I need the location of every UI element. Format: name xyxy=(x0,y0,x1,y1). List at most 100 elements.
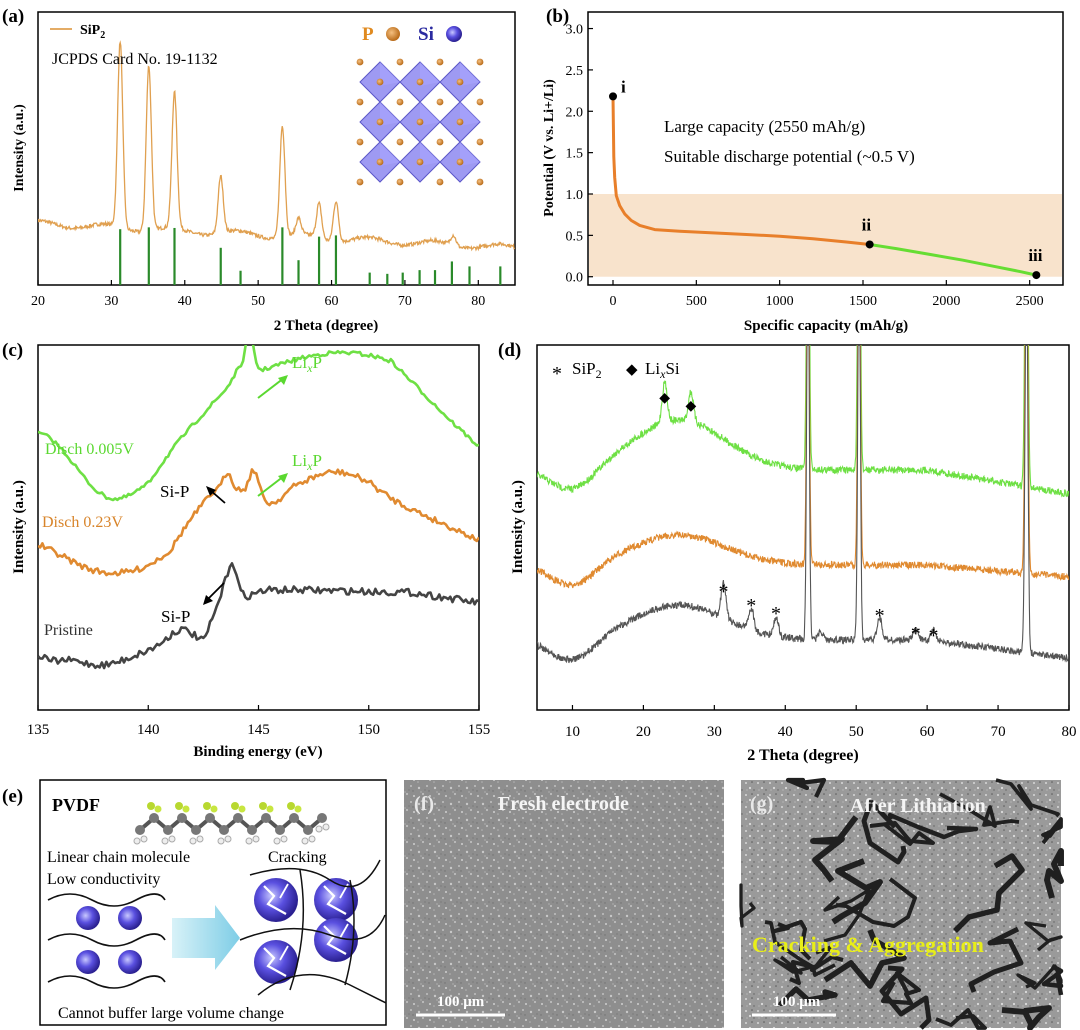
crack-line xyxy=(1024,921,1063,952)
crystal-structure-illustration: P Si xyxy=(356,24,484,186)
crack-line xyxy=(778,986,838,1007)
cracking-label: Cracking xyxy=(268,849,327,866)
crack-line xyxy=(764,920,836,977)
panel-a-x-tick-label: 60 xyxy=(325,294,339,309)
panel-a-x-tick-label: 70 xyxy=(398,294,412,309)
panel-b-y-tick-label: 2.0 xyxy=(566,105,584,120)
phosphorus-atom-icon xyxy=(416,118,424,126)
crack-line xyxy=(831,858,883,925)
active-particle-icon xyxy=(118,906,142,930)
crack-line xyxy=(1044,848,1064,899)
carbon-atom-icon xyxy=(261,813,271,823)
phosphorus-atom-icon xyxy=(436,138,444,146)
lixp-arrowhead-mid xyxy=(278,473,288,483)
binder-chain-line xyxy=(249,859,381,888)
panel-c-x-tick-label: 145 xyxy=(247,722,270,738)
panel-c-x-tick-label: 155 xyxy=(468,722,491,738)
panel-b-x-tick-label: 1000 xyxy=(766,294,794,309)
crack-line xyxy=(339,923,349,939)
octahedron-facet xyxy=(380,62,400,86)
scale-label-g: 100 μm xyxy=(773,994,821,1010)
legend-si-label: Si xyxy=(418,24,434,45)
jcpds-card-label: JCPDS Card No. 19-1132 xyxy=(52,51,218,68)
crack-line xyxy=(279,883,289,899)
binder-chain-line xyxy=(289,869,305,991)
fluorine-atom-icon xyxy=(154,805,162,813)
carbon-atom-icon xyxy=(191,825,201,835)
transition-arrow-icon xyxy=(172,905,240,970)
hydrogen-atom-icon xyxy=(196,835,204,843)
sip2-peak-star-icon: * xyxy=(771,603,781,625)
sip2-pattern-line xyxy=(38,40,515,252)
phosphorus-atom-icon xyxy=(356,178,364,186)
panel-d-ylabel: Intensity (a.u.) xyxy=(510,480,526,574)
carbon-atom-icon xyxy=(163,825,173,835)
panel-d-xlabel: 2 Theta (degree) xyxy=(747,747,858,764)
lixsi-peak-diamond-icon: ◆ xyxy=(686,399,697,414)
phosphorus-atom-icon xyxy=(416,78,424,86)
cracked-particles-illustration xyxy=(239,859,387,1004)
crack-line xyxy=(739,883,756,928)
crack-line xyxy=(861,799,907,865)
crack-line xyxy=(835,877,917,928)
svg-text:LixP: LixP xyxy=(292,353,322,375)
phosphorus-atom-icon xyxy=(456,158,464,166)
panel-f-tag: (f) xyxy=(414,793,434,815)
legend-lixsi-d: LixSi xyxy=(645,359,680,381)
sip-arrowhead-bottom xyxy=(203,595,213,605)
panel-d-frame xyxy=(536,344,1070,711)
crack-line xyxy=(1041,964,1064,996)
scale-label-f: 100 μm xyxy=(437,994,485,1010)
lixsi-peak-diamond-icon: ◆ xyxy=(659,391,670,406)
potential-annotation: Suitable discharge potential (~0.5 V) xyxy=(664,147,915,166)
crack-line xyxy=(879,965,932,1030)
active-particle-icon xyxy=(118,950,142,974)
carbon-atom-icon xyxy=(177,813,187,823)
crack-line xyxy=(323,885,347,915)
crack-network xyxy=(739,777,1064,1030)
fluorine-atom-icon xyxy=(203,802,211,810)
crack-line xyxy=(1041,817,1063,845)
carbon-atom-icon xyxy=(149,813,159,823)
panel-b-tag: (b) xyxy=(546,6,569,27)
phosphorus-atom-icon xyxy=(396,58,404,66)
panel-a-ylabel: Intensity (a.u.) xyxy=(12,104,27,192)
panel-c-xps: 135 140 145 150 155 (c) Disch 0.005V Disch 0… xyxy=(2,340,491,760)
crack-line xyxy=(773,945,833,975)
panel-b-ylabel: Potential (V vs. Li+/Li) xyxy=(542,79,557,217)
cracking-aggregation-caption: Cracking & Aggregation xyxy=(752,932,984,957)
panel-c-ylabel: Intensity (a.u.) xyxy=(11,480,27,574)
panel-b-xlabel: Specific capacity (mAh/g) xyxy=(744,318,908,334)
hydrogen-atom-icon xyxy=(301,837,309,845)
crack-line xyxy=(869,821,935,846)
octahedron-facet xyxy=(380,102,400,126)
series-label-pristine: Pristine xyxy=(44,622,93,639)
panel-a-tag: (a) xyxy=(2,6,24,27)
carbon-atom-icon xyxy=(289,813,299,823)
panel-g-sem-lithiated: (g) After Lithiation Cracking & Aggregat… xyxy=(739,777,1064,1030)
panel-b-y-tick-label: 3.0 xyxy=(566,23,584,38)
octahedron-facet xyxy=(460,102,480,126)
binder-chain-line xyxy=(47,933,166,947)
crack-line xyxy=(785,777,827,798)
crack-line xyxy=(939,792,1020,828)
carbon-atom-icon xyxy=(205,813,215,823)
phosphorus-atom-icon xyxy=(386,27,400,41)
expanded-particle-icon xyxy=(254,940,298,984)
panel-b-y-tick-label: 1.0 xyxy=(566,188,584,203)
fluorine-atom-icon xyxy=(182,805,190,813)
active-particle-icon xyxy=(76,906,100,930)
sip-label-mid: Si-P xyxy=(160,482,189,501)
legend-p-label: P xyxy=(362,24,374,45)
phosphorus-atom-icon xyxy=(376,158,384,166)
legend-sip2-label: SiP2 xyxy=(80,23,105,41)
panel-g-title: After Lithiation xyxy=(850,795,986,817)
linear-chain-text: Linear chain molecule xyxy=(47,849,190,866)
hydrogen-atom-icon xyxy=(252,835,260,843)
hydrogen-atom-icon xyxy=(168,835,176,843)
panel-b-x-tick-label: 2500 xyxy=(1016,294,1044,309)
crack-line xyxy=(823,888,871,943)
crack-line xyxy=(887,812,979,840)
fluorine-atom-icon xyxy=(287,802,295,810)
